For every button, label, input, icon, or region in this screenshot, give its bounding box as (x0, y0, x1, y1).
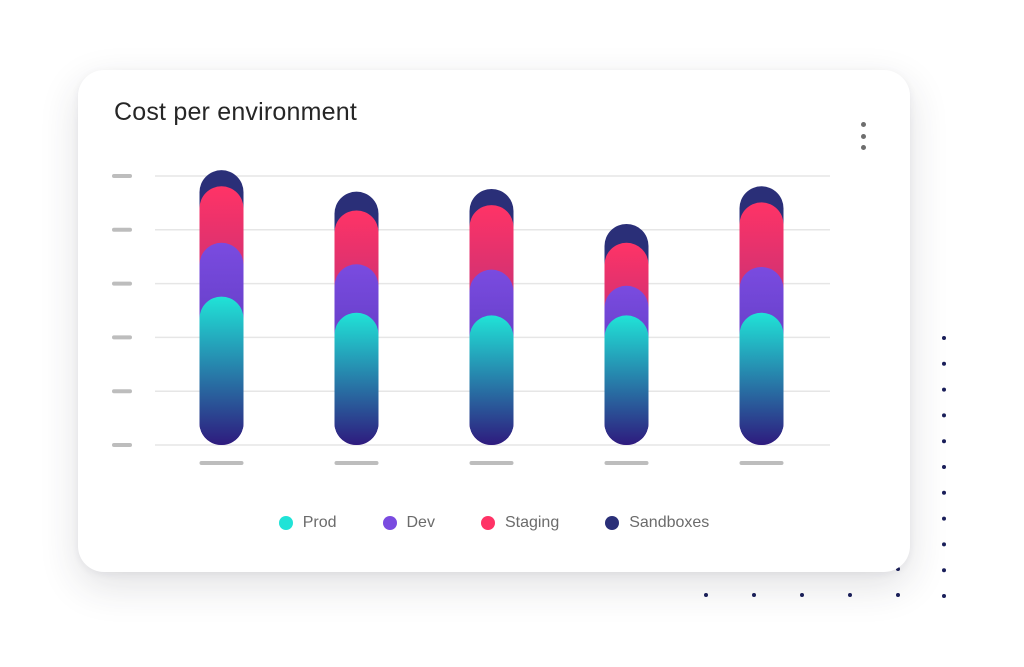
legend-item[interactable]: Prod (278, 511, 337, 535)
decor-dot (704, 593, 708, 597)
decor-dot (942, 568, 946, 573)
decor-dot (942, 490, 946, 495)
decor-dot (942, 542, 946, 547)
legend-swatch (278, 516, 293, 530)
bar-prod[interactable] (199, 296, 244, 445)
legend-swatch (480, 516, 495, 530)
decor-dot (942, 465, 946, 469)
legend-label: Prod (302, 514, 337, 531)
decor-dot (942, 413, 946, 418)
decor-dot (942, 439, 946, 444)
legend-label: Dev (406, 514, 435, 531)
bar-prod[interactable] (604, 315, 649, 445)
legend-item[interactable]: Staging (480, 511, 560, 535)
decor-dot (942, 336, 946, 340)
decor-dot (942, 516, 946, 521)
decor-dot (896, 593, 900, 597)
decor-dot (752, 593, 756, 597)
decor-dot (942, 361, 946, 366)
more-vertical-icon[interactable] (854, 122, 872, 150)
stacked-bar-chart (112, 170, 830, 465)
bar-group[interactable] (199, 170, 244, 445)
legend-label: Staging (504, 514, 560, 531)
bar-group[interactable] (604, 223, 649, 445)
decor-dot (942, 387, 946, 392)
bar-prod[interactable] (334, 312, 379, 445)
card-title: Cost per environment (114, 98, 358, 126)
decor-dot (848, 593, 852, 597)
bar-group[interactable] (469, 188, 514, 445)
legend-swatch (382, 516, 397, 530)
chart-card: Cost per environment Prod Dev Staging Sandb… (78, 70, 910, 572)
more-dot (860, 133, 866, 139)
chart-legend: Prod Dev Staging Sandboxes (78, 511, 910, 535)
legend-swatch (605, 516, 620, 530)
bar-group[interactable] (334, 191, 379, 445)
legend-item[interactable]: Dev (382, 511, 435, 535)
more-dot (860, 122, 866, 127)
decor-dot (942, 594, 946, 598)
decor-dot (800, 593, 804, 597)
bar-prod[interactable] (739, 312, 784, 445)
bar-prod[interactable] (469, 315, 514, 445)
more-dot (860, 145, 866, 150)
bar-group[interactable] (739, 186, 784, 445)
legend-label: Sandboxes (629, 514, 710, 531)
legend-item[interactable]: Sandboxes (605, 511, 709, 535)
